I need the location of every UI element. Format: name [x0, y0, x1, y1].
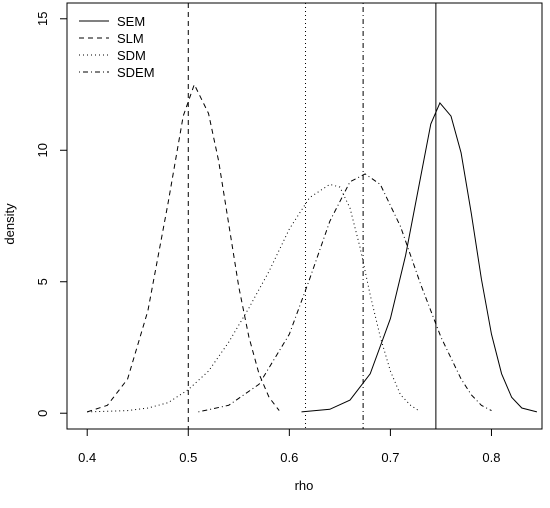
density-curve-sdem — [198, 173, 492, 413]
y-tick-label: 0 — [35, 410, 50, 417]
density-curve-sdm — [87, 183, 419, 413]
x-tick-label: 0.7 — [381, 450, 399, 465]
legend-label-sdm: SDM — [117, 48, 146, 63]
legend-label-sdem: SDEM — [117, 65, 155, 80]
y-axis-label: density — [2, 203, 17, 245]
legend-label-sem: SEM — [117, 14, 145, 29]
x-tick-label: 0.8 — [482, 450, 500, 465]
y-tick-label: 10 — [35, 143, 50, 157]
x-tick-label: 0.5 — [179, 450, 197, 465]
legend: SEM SLM SDM SDEM — [79, 14, 155, 80]
density-curve-slm — [87, 83, 280, 413]
y-tick-label: 5 — [35, 278, 50, 285]
x-tick-label: 0.4 — [78, 450, 96, 465]
density-curve-sem — [301, 101, 538, 413]
vertical-reference-lines — [187, 3, 437, 429]
x-tick-label: 0.6 — [280, 450, 298, 465]
series-layer — [87, 83, 538, 413]
x-axis: 0.4 0.5 0.6 0.7 0.8 — [78, 429, 501, 465]
plot-frame — [66, 2, 543, 430]
legend-label-slm: SLM — [117, 31, 144, 46]
y-tick-label: 15 — [35, 12, 50, 26]
y-axis: 0 5 10 15 — [35, 12, 67, 417]
x-axis-label: rho — [295, 478, 314, 493]
